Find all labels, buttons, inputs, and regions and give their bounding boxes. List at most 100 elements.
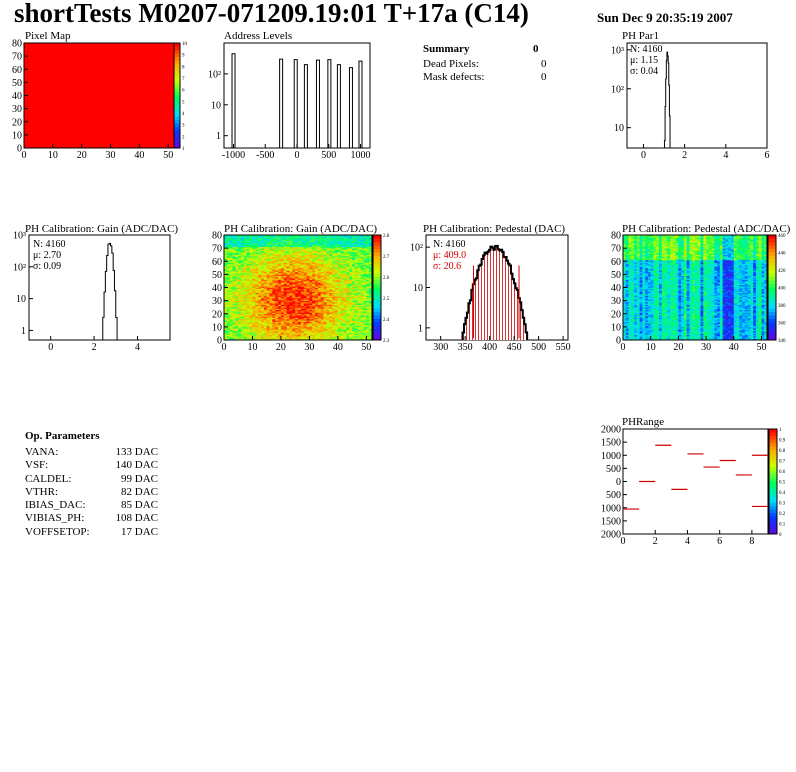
pedestal-map-cell	[636, 321, 640, 324]
gain-map-cell	[243, 270, 248, 273]
pixel-map-xtick-label: 20	[77, 150, 87, 161]
pedestal-map-cell	[623, 317, 627, 320]
gain-map-cell	[363, 288, 367, 291]
gain-map-cell	[323, 258, 327, 261]
gain-map-cell	[349, 326, 353, 329]
gain-map-cell	[332, 290, 336, 292]
gain-map-cell	[226, 277, 230, 279]
gain-map-cell	[278, 235, 282, 237]
gain-map-cell	[300, 257, 304, 259]
pedestal-map-cell	[628, 278, 632, 280]
gain-map-cell	[295, 284, 299, 287]
gain-map-cell	[326, 309, 330, 312]
gain-map-cell	[315, 236, 319, 238]
gain-map-cell	[354, 320, 359, 322]
gain-map-cell	[315, 245, 319, 248]
gain-map-cell	[332, 256, 336, 258]
gain-map-cell	[303, 337, 307, 339]
gain-map-cell	[224, 275, 228, 278]
gain-map-cell	[235, 256, 239, 258]
gain-map-cell	[249, 294, 253, 296]
gain-map-cell	[292, 245, 296, 248]
gain-map-cell	[280, 321, 285, 324]
gain-map-palette-cell	[373, 284, 381, 288]
gain-map-cell	[241, 238, 245, 241]
gain-map-cell	[272, 320, 276, 322]
gain-map-cell	[360, 288, 364, 291]
gain-map-cell	[337, 326, 341, 329]
gain-map-cell	[300, 301, 304, 304]
gain-map-cell	[258, 315, 262, 317]
gain-map-cell	[266, 320, 270, 322]
gain-map-cell	[283, 305, 287, 308]
gain-map-cell	[303, 292, 307, 295]
gain-map-cell	[232, 267, 236, 270]
gain-map-cell	[238, 235, 242, 237]
gain-map-cell	[317, 250, 322, 253]
gain-map-cell	[258, 322, 262, 325]
gain-map-cell	[229, 319, 233, 321]
gain-map-cell	[298, 325, 302, 328]
gain-map-cell	[226, 242, 230, 245]
gain-map-cell	[369, 238, 373, 241]
gain-map-cell	[315, 328, 319, 330]
gain-map-cell	[226, 291, 230, 294]
gain-map-cell	[278, 249, 282, 252]
pedestal-map-cell	[634, 300, 638, 303]
pedestal-map-cell	[631, 283, 635, 286]
gain-map-cell	[289, 325, 293, 328]
gain-map-cell	[266, 313, 270, 316]
gain-map-cell	[266, 256, 270, 258]
gain-map-cell	[272, 249, 276, 252]
address-levels-ytick-label: 1	[216, 131, 221, 142]
gain-map-cell	[323, 315, 327, 317]
gain-map-cell	[340, 249, 344, 252]
gain-map-cell	[366, 249, 370, 252]
gain-map-cell	[335, 336, 339, 338]
gain-map-cell	[235, 305, 239, 308]
pedestal-map-cell	[636, 266, 640, 269]
pedestal-map-cell	[623, 337, 627, 339]
gain-map-cell	[340, 246, 344, 249]
gain-map-cell	[238, 299, 242, 301]
pedestal-map-cell	[628, 254, 632, 257]
gain-map-cell	[249, 274, 253, 276]
gain-map-cell	[357, 287, 361, 290]
pedestal-map-cell	[634, 256, 638, 258]
gain-map-cell	[303, 319, 307, 321]
gain-map-cell	[346, 262, 350, 265]
gain-map-cell	[263, 326, 267, 329]
gain-map-cell	[238, 333, 242, 336]
gain-map-palette-cell	[373, 263, 381, 267]
gain-map-cell	[323, 311, 327, 313]
gain-map-cell	[312, 267, 316, 270]
gain-map-cell	[332, 313, 336, 316]
gain-map-cell	[323, 278, 327, 280]
gain-map-cell	[346, 245, 350, 248]
gain-map-cell	[309, 235, 313, 237]
gain-map-cell	[335, 322, 339, 325]
gain-map-cell	[269, 266, 273, 269]
gain-map-cell	[323, 332, 327, 334]
gain-map-cell	[286, 277, 290, 279]
gain-map-cell	[315, 301, 319, 304]
gain-map-cell	[349, 249, 353, 252]
pedestal-map-cell	[639, 265, 643, 267]
gain-map-cell	[346, 317, 350, 320]
gain-map-cell	[226, 321, 230, 324]
gain-map-cell	[349, 333, 353, 336]
gain-map-cell	[306, 280, 310, 283]
gain-map-cell	[272, 246, 276, 249]
gain-map-cell	[289, 275, 293, 278]
gain-map-cell	[238, 312, 242, 315]
gain-map-cell	[309, 325, 313, 328]
gain-map-cell	[229, 273, 233, 275]
pedestal-map-cell	[628, 242, 632, 245]
gain-map-cell	[329, 338, 333, 341]
gain-map-cell	[224, 319, 228, 321]
gain-map-cell	[269, 267, 273, 270]
pedestal-map-cell	[625, 280, 629, 283]
gain-map-cell	[326, 338, 330, 341]
gain-map-cell	[332, 263, 336, 266]
gain-map-cell	[295, 269, 299, 271]
